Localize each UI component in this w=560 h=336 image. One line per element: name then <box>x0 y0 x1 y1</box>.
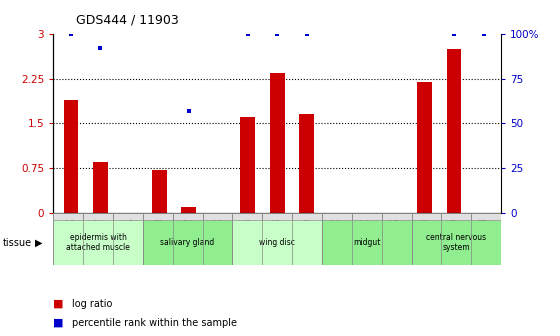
Bar <box>262 213 292 220</box>
Bar <box>232 213 262 220</box>
Text: tissue: tissue <box>3 238 32 248</box>
Bar <box>417 82 432 213</box>
Bar <box>63 99 78 213</box>
Bar <box>382 213 412 220</box>
Bar <box>447 49 461 213</box>
Bar <box>53 213 83 220</box>
Text: wing disc: wing disc <box>259 238 295 247</box>
Text: ■: ■ <box>53 318 64 328</box>
Bar <box>113 213 143 220</box>
Bar <box>172 213 203 220</box>
Bar <box>441 213 472 220</box>
Text: central nervous
system: central nervous system <box>426 233 487 252</box>
Bar <box>322 213 352 220</box>
Text: GDS444 / 11903: GDS444 / 11903 <box>76 14 178 27</box>
Bar <box>472 213 501 220</box>
Bar <box>203 213 232 220</box>
Bar <box>352 213 382 220</box>
Text: ▶: ▶ <box>35 238 42 248</box>
Text: salivary gland: salivary gland <box>161 238 214 247</box>
Bar <box>322 220 412 265</box>
Bar <box>412 220 501 265</box>
Bar <box>240 118 255 213</box>
Bar <box>232 220 322 265</box>
Bar <box>143 213 172 220</box>
Bar <box>93 162 108 213</box>
Bar <box>412 213 441 220</box>
Bar <box>299 115 314 213</box>
Bar <box>83 213 113 220</box>
Bar <box>143 220 232 265</box>
Text: midgut: midgut <box>353 238 380 247</box>
Bar <box>152 170 167 213</box>
Text: epidermis with
attached muscle: epidermis with attached muscle <box>66 233 130 252</box>
Bar <box>53 220 143 265</box>
Bar <box>270 73 284 213</box>
Text: percentile rank within the sample: percentile rank within the sample <box>72 318 237 328</box>
Bar <box>292 213 322 220</box>
Text: log ratio: log ratio <box>72 299 112 309</box>
Bar <box>181 207 196 213</box>
Text: ■: ■ <box>53 299 64 309</box>
